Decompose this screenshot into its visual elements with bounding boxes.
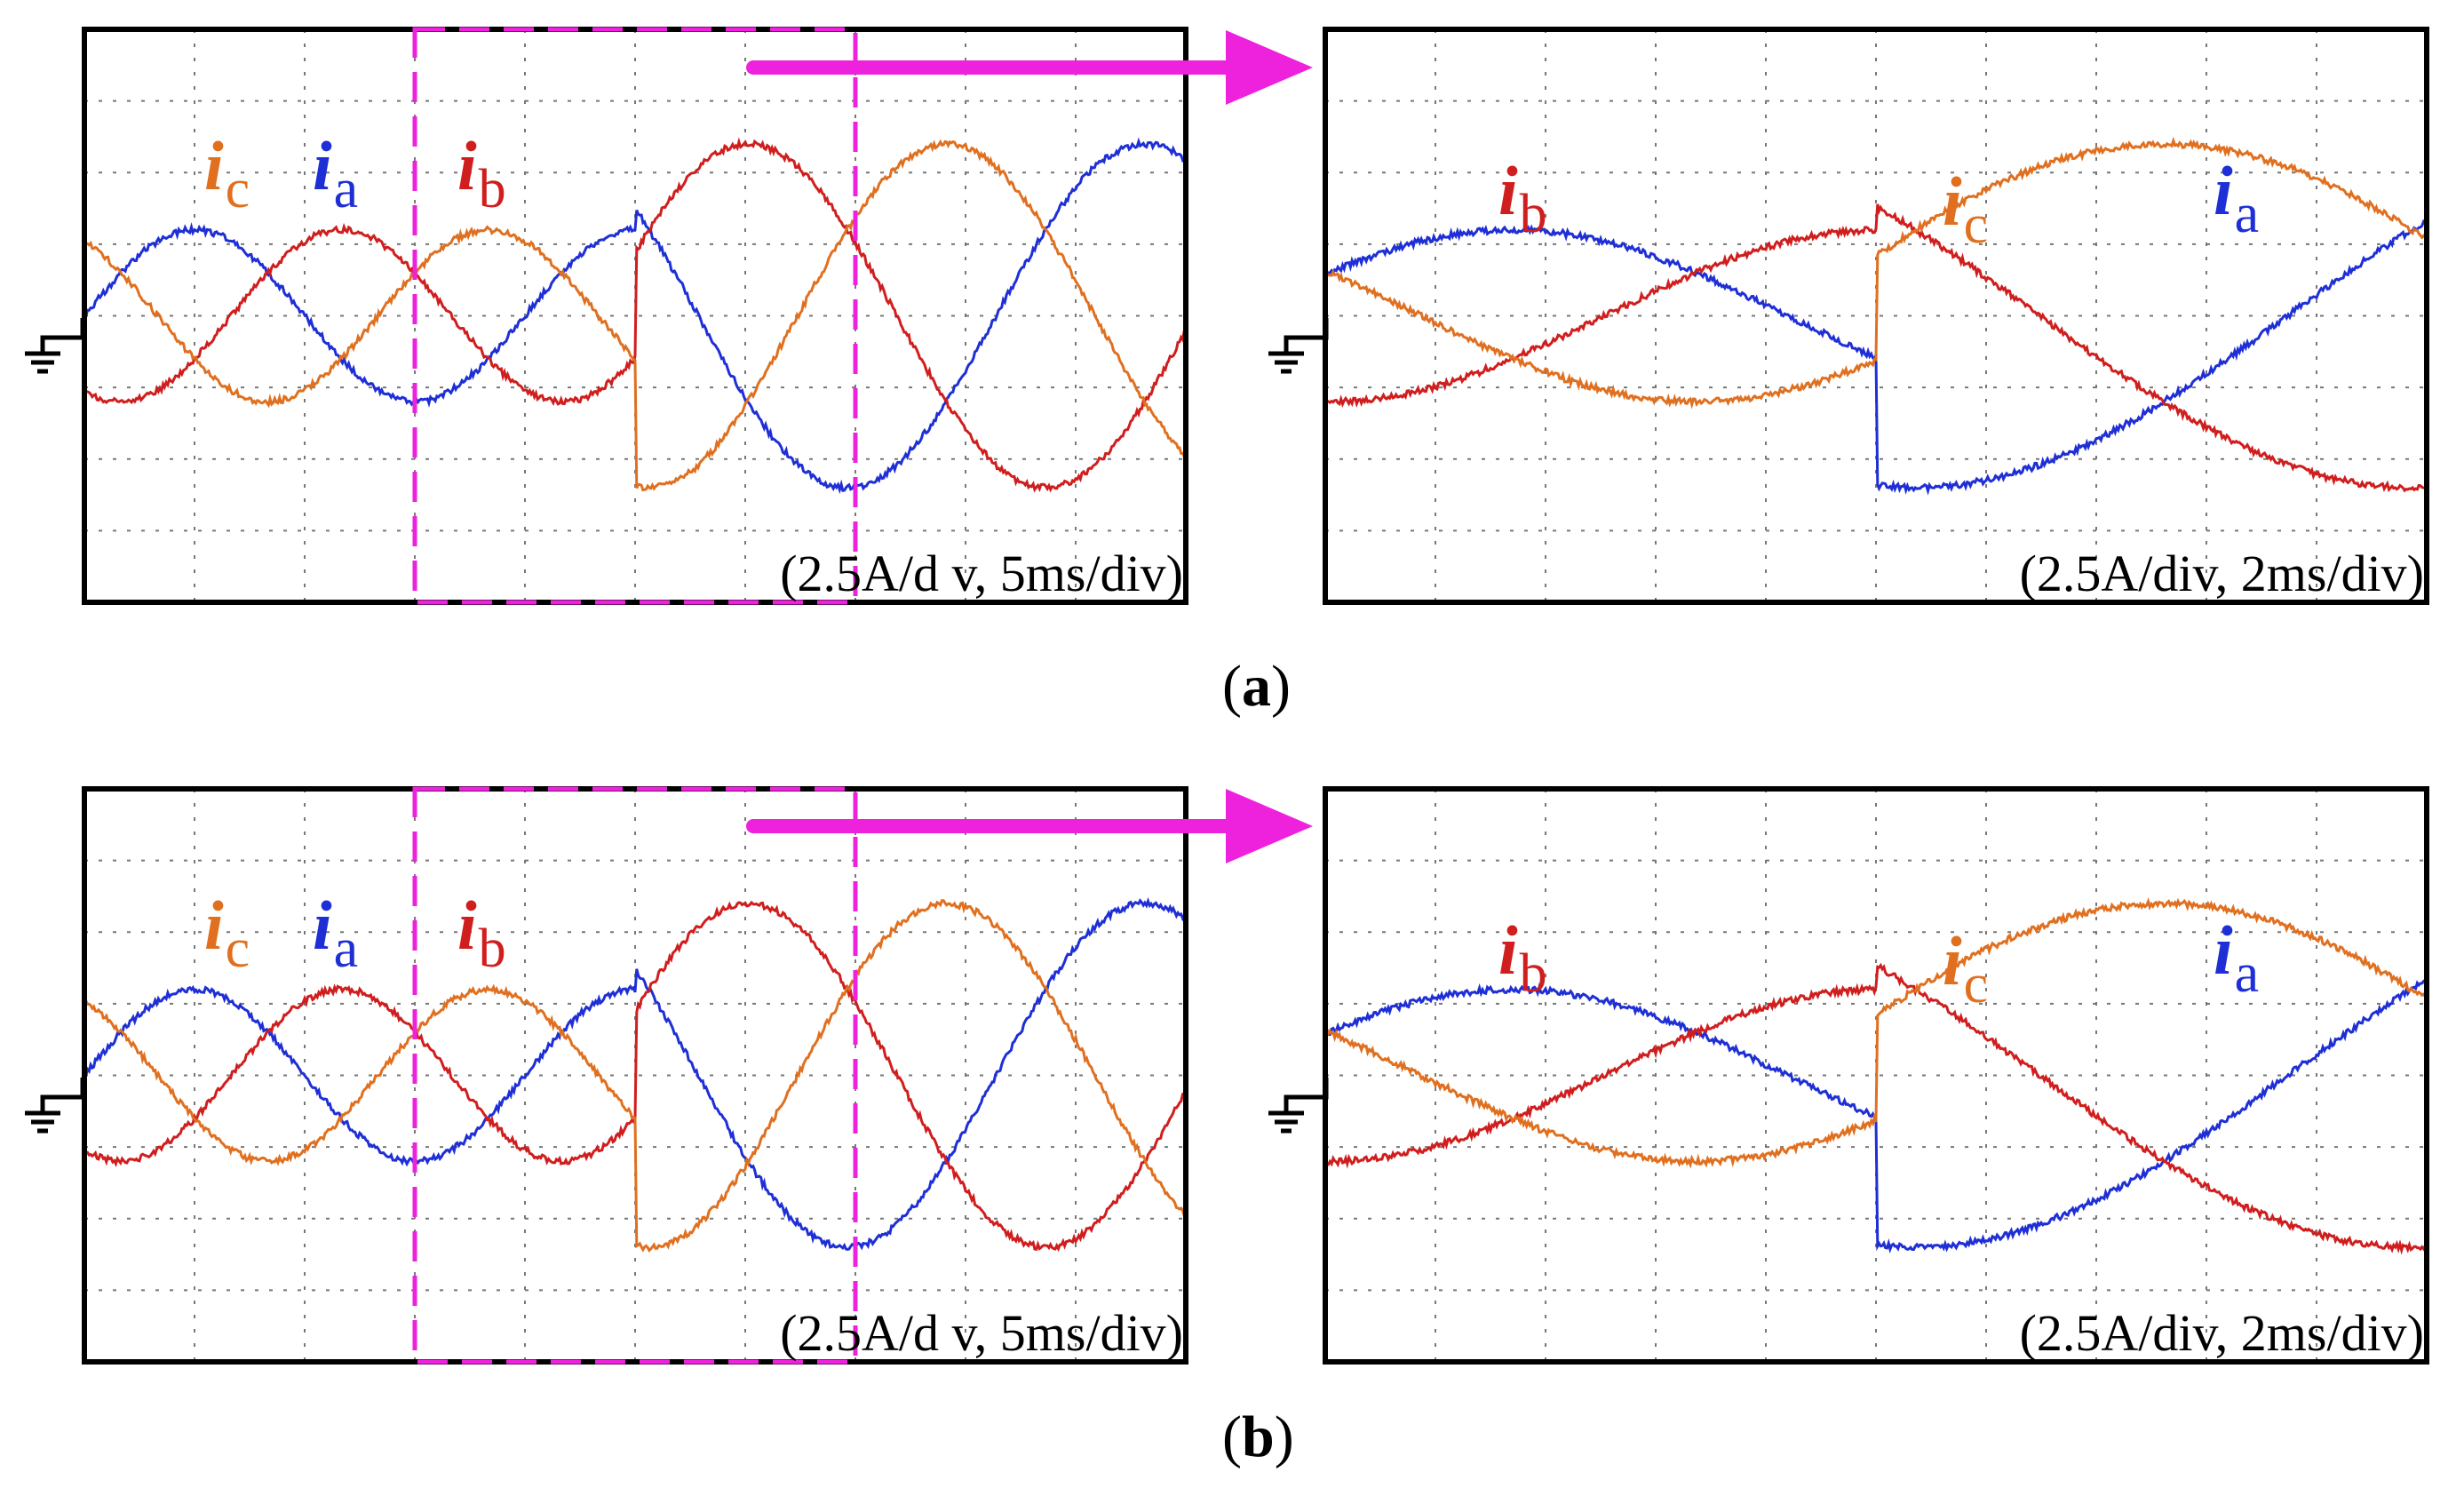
ground-symbol-icon [1268,1078,1329,1134]
trace-label-ib: ib [1498,911,1547,1004]
series-line-ib [1323,203,2428,493]
scope-panel-b-overview: (2.5A/d v, 5ms/div) ic ia ib [80,784,1190,1366]
series-line-ic [1324,136,2428,410]
ground-symbol-icon [25,1078,85,1134]
trace-label-ic: ic [204,127,250,219]
ground-symbol-icon [25,318,85,374]
trace-label-ic: ic [1943,163,1989,255]
trace-label-ic: ic [204,887,250,979]
series-line-ic [83,139,1188,492]
scope-plot-a-zoom [1323,27,2429,605]
ground-symbol-icon [1268,318,1329,374]
zoom-window [412,27,858,605]
series-line-ic [1323,897,2428,1169]
scope-frame [1323,786,2429,1365]
trace-label-ia: ia [2214,911,2260,1004]
scope-plot-b-zoom [1323,786,2429,1365]
trace-label-ib: ib [457,887,506,979]
trace-label-ia: ia [2214,152,2260,244]
scope-plot-a-overview [82,27,1188,605]
trace-label-ia: ia [313,127,359,219]
scale-label: (2.5A/div, 2ms/div) [2019,1304,2424,1362]
series-line-ic [83,899,1187,1253]
scope-panel-a-zoom: (2.5A/div, 2ms/div) ib ic ia [1321,25,2431,607]
scale-label: (2.5A/div, 2ms/div) [2019,545,2424,602]
scope-frame [1323,27,2429,605]
zoom-window [412,786,858,1365]
trace-label-ia: ia [313,887,359,979]
scope-frame [82,27,1188,605]
trace-label-ic: ic [1943,922,1989,1015]
trace-label-ib: ib [1498,152,1547,244]
scope-plot-b-overview [82,786,1188,1365]
scope-panel-a-overview: (2.5A/d v, 5ms/div) ic ia ib [80,25,1190,607]
caption-a: (a) [1222,654,1291,719]
series-line-ib [83,137,1188,493]
scale-label: (2.5A/d v, 5ms/div) [780,1304,1183,1362]
caption-b: (b) [1222,1404,1294,1469]
scope-frame [82,786,1188,1365]
scope-panel-b-zoom: (2.5A/div, 2ms/div) ib ic ia [1321,784,2431,1366]
scale-label: (2.5A/d v, 5ms/div) [780,545,1183,602]
series-line-ia [83,137,1187,495]
series-line-ib [1323,962,2428,1255]
trace-label-ib: ib [457,127,506,219]
